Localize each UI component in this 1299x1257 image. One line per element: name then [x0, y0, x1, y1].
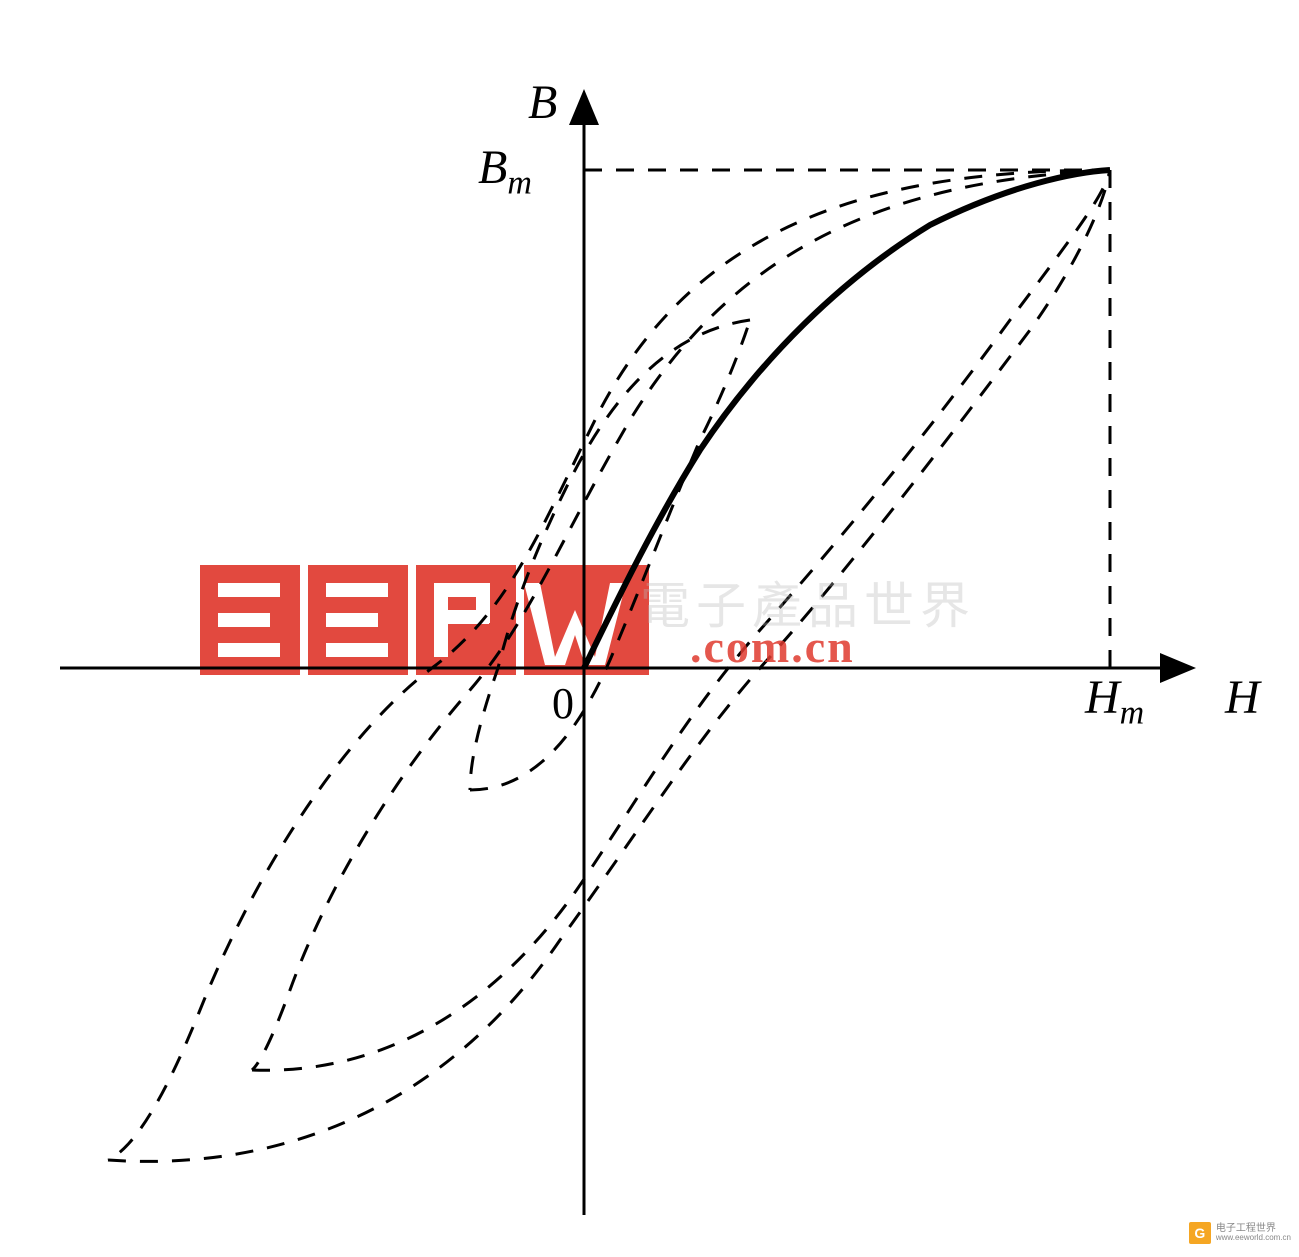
corner-badge-icon: G — [1189, 1222, 1211, 1244]
watermark-url: .com.cn — [690, 620, 855, 673]
hysteresis-diagram: B Bm H Hm 0 電子產品世界 .com.cn G 电子工程世界 www.… — [0, 0, 1299, 1252]
origin-label: 0 — [552, 678, 574, 729]
y-axis-label: B — [528, 75, 557, 130]
watermark-logo-group — [200, 565, 649, 675]
hm-label: Hm — [1085, 670, 1144, 733]
bm-label: Bm — [478, 140, 532, 203]
corner-badge-text: 电子工程世界 www.eeworld.com.cn — [1216, 1223, 1291, 1243]
corner-badge: G 电子工程世界 www.eeworld.com.cn — [1189, 1222, 1291, 1244]
x-axis-label: H — [1225, 670, 1260, 725]
